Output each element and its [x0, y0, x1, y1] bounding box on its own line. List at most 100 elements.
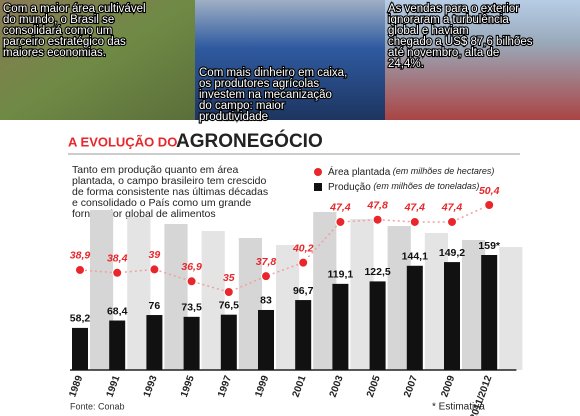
photo-caption: maiores economias.: [3, 47, 106, 59]
line-point: [75, 264, 85, 275]
bar: [146, 315, 163, 370]
bar-label: 96,7: [293, 285, 314, 297]
line-label: 47,4: [329, 202, 351, 214]
bar-label: 58,2: [70, 313, 91, 325]
line-point: [112, 267, 123, 278]
bar: [444, 262, 460, 370]
column-band: [90, 210, 114, 370]
photo-caption: os produtores agrícolas: [199, 78, 319, 90]
x-tick-label: 1993: [142, 374, 160, 399]
x-tick-label: 1991: [105, 374, 123, 399]
x-tick-label: 2001: [291, 374, 309, 399]
line-point: [447, 216, 457, 227]
bar-label: 76: [149, 300, 161, 312]
bar-label: 122,5: [364, 266, 390, 278]
column-band: [499, 247, 523, 370]
photo-caption: até novembro, alta de: [388, 47, 499, 59]
line-label: 37,8: [256, 256, 277, 268]
photo-caption: global e haviam: [388, 25, 469, 37]
line-label: 47,4: [441, 202, 463, 214]
line-label: 39: [149, 249, 161, 261]
x-tick-label: 2005: [365, 374, 383, 399]
photo-caption: consolidará como um: [3, 25, 112, 37]
title: AGRONEGÓCIO: [176, 130, 323, 152]
bar: [369, 281, 386, 370]
line-label: 47,4: [404, 202, 426, 214]
x-tick-label: 1995: [179, 374, 197, 399]
line-point: [223, 287, 234, 297]
x-tick-label: 1999: [253, 374, 271, 399]
description: de forma consistente nas últimas décadas: [72, 186, 268, 198]
photo-caption: do mundo, o Brasil se: [3, 14, 114, 26]
line-point: [372, 214, 383, 225]
x-tick-label: 2007: [402, 374, 420, 399]
legend-name: Área plantada: [328, 165, 391, 178]
column-band: [387, 226, 411, 370]
column-band: [462, 240, 486, 370]
photo-tractors: [195, 0, 385, 120]
legend-unit: (em milhões de toneladas): [371, 181, 480, 191]
bar: [258, 309, 274, 370]
line-label: 38,4: [107, 253, 128, 265]
column-band: [424, 233, 448, 370]
bar: [295, 300, 312, 370]
x-tick-label: 2009: [439, 374, 457, 399]
title-prefix: A EVOLUÇÃO DO: [68, 134, 177, 149]
column-band: [313, 212, 337, 370]
line-point: [335, 216, 346, 227]
description: plantada, o campo brasileiro tem crescid…: [72, 175, 267, 187]
photo-caption: Com a maior área cultivável: [3, 3, 146, 15]
photo-caption: Com mais dinheiro em caixa,: [199, 67, 347, 79]
line-point: [409, 216, 420, 227]
bar: [183, 316, 200, 370]
bar: [109, 320, 126, 370]
photo-caption: parceiro estratégico das: [3, 36, 126, 48]
legend-unit: (em milhões de hectares): [390, 166, 494, 176]
bar-label: 83: [260, 295, 272, 307]
legend-label: Produção (em milhões de toneladas): [328, 181, 479, 192]
description: e consolidado o País como um grande: [72, 197, 251, 209]
line-label: 40,2: [292, 242, 314, 254]
line-point: [186, 276, 197, 287]
line-label: 38,9: [70, 250, 91, 262]
photo-caption: ignoraram a turbulência: [388, 14, 509, 26]
column-band: [276, 245, 300, 370]
photo-caption: As vendas para o exterior: [388, 3, 519, 15]
bar-label: 76,5: [219, 299, 240, 311]
line-label: 50,4: [479, 185, 500, 197]
legend-name: Produção: [328, 182, 371, 193]
line-point: [149, 264, 160, 275]
photo-containers: [385, 0, 580, 120]
source: Fonte: Conab: [70, 401, 125, 411]
column-band: [164, 224, 188, 370]
line-point: [261, 271, 271, 282]
photo-fields: [0, 0, 195, 120]
legend-label: Área plantada (em milhões de hectares): [328, 165, 494, 178]
photo-caption: do campo: maior: [199, 100, 285, 112]
line-label: 36,9: [181, 261, 202, 273]
bar: [481, 255, 498, 370]
x-tick-label: 1997: [216, 374, 234, 399]
bar-label: 144,1: [402, 251, 428, 263]
line-point: [484, 200, 495, 210]
column-band: [201, 231, 225, 370]
x-tick-label: 1989: [67, 374, 85, 399]
note: * Estimativa: [432, 402, 485, 413]
photo-caption: produtividade: [199, 111, 268, 123]
line-point: [298, 257, 309, 268]
bar: [406, 265, 423, 370]
x-tick-label: 2003: [328, 374, 346, 399]
photo-caption: chegado a US$ 87,6 bilhões: [388, 36, 533, 48]
bar: [332, 283, 349, 370]
column-band: [350, 219, 374, 370]
bar-label: 149,2: [439, 247, 465, 259]
photo-caption: investem na mecanização: [199, 89, 332, 101]
bar-label: 73,5: [181, 302, 202, 314]
description: Tanto em produção quanto em área: [72, 164, 239, 176]
column-band: [127, 217, 151, 370]
line-label: 35: [223, 272, 235, 284]
column-band: [238, 238, 262, 370]
bar: [220, 314, 237, 370]
legend-dot: [314, 168, 322, 176]
